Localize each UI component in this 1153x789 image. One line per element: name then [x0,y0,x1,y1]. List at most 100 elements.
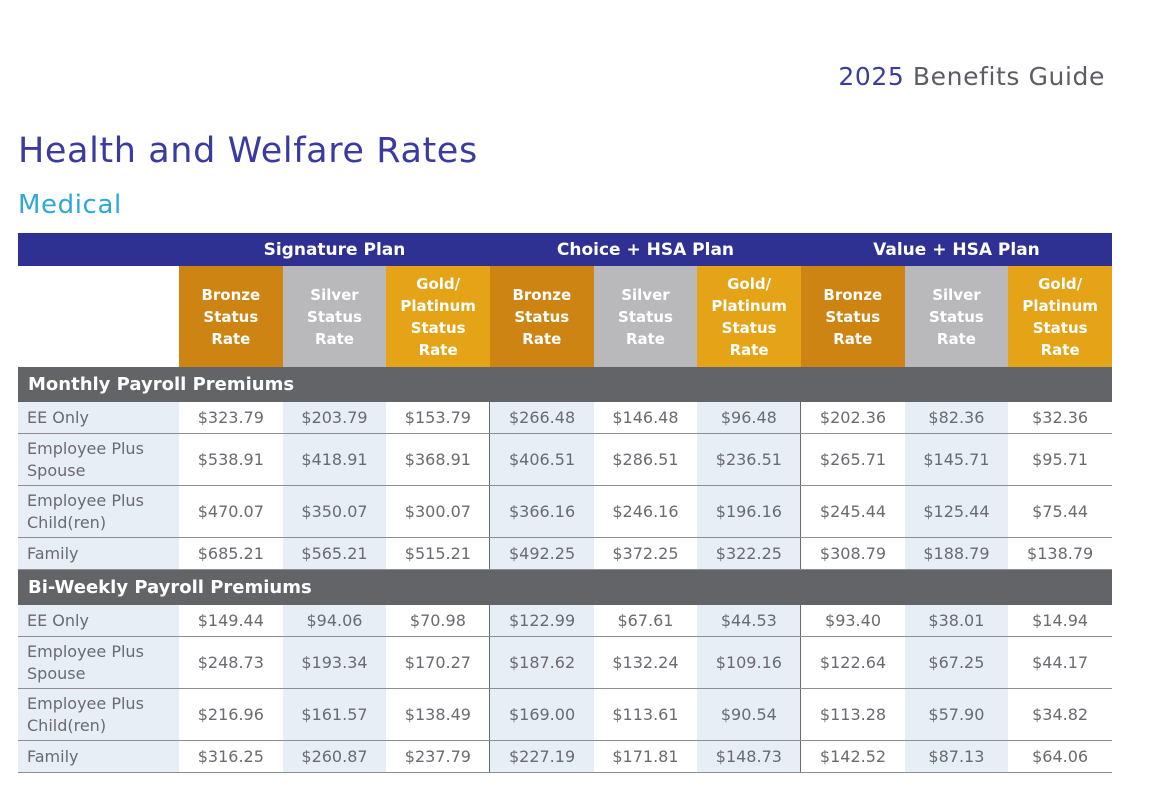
rate-cell: $145.71 [904,433,1009,486]
tier-header-line: Platinum [1022,296,1098,315]
tier-header-line: Rate [833,329,873,348]
section-title: Medical [18,190,122,220]
tier-header-choice-hsa-silver: Silver Status Rate [593,266,698,367]
rate-cell: $32.36 [1008,402,1112,434]
rate-cell: $149.44 [179,605,283,637]
rate-cell: $187.62 [489,636,594,689]
rate-cell: $95.71 [1008,433,1112,486]
tier-header-line: Status [721,318,777,337]
page-title: Health and Welfare Rates [18,131,478,171]
tier-header-line: Platinum [400,296,476,315]
tier-header-line: Status [203,307,259,326]
rate-cell: $236.51 [697,433,801,486]
rate-cell: $492.25 [489,537,594,570]
rate-cell: $90.54 [697,688,801,741]
rate-cell: $322.25 [697,537,801,570]
rate-cell: $538.91 [179,433,283,486]
rate-cell: $82.36 [904,402,1009,434]
tier-header-line: Silver [932,285,981,304]
rate-cell: $366.16 [489,485,594,538]
rate-cell: $93.40 [800,605,905,637]
rate-cell: $350.07 [282,485,387,538]
rate-cell: $170.27 [386,636,490,689]
rate-cell: $171.81 [593,740,698,773]
plan-header-choice-hsa: Choice + HSA Plan [489,233,801,266]
tier-header-line: Rate [314,329,354,348]
rate-cell: $246.16 [593,485,698,538]
rate-cell: $418.91 [282,433,387,486]
tier-header-line: Bronze [512,285,572,304]
rate-cell: $44.53 [697,605,801,637]
rate-cell: $266.48 [489,402,594,434]
rate-cell: $64.06 [1008,740,1112,773]
row-label: EE Only [18,402,179,434]
tier-header-line: Gold/ [1038,274,1083,293]
rate-cell: $260.87 [282,740,387,773]
rate-cell: $132.24 [593,636,698,689]
rate-cell: $113.28 [800,688,905,741]
rate-cell: $308.79 [800,537,905,570]
rate-cell: $202.36 [800,402,905,434]
tier-header-line: Status [928,307,984,326]
row-label: Family [18,740,179,773]
row-label: Employee Plus Child(ren) [18,688,179,741]
table-row: Family $685.21 $565.21 $515.21 $492.25 $372.2… [18,537,1112,570]
rate-cell: $470.07 [179,485,283,538]
tier-header-signature-gold-platinum: Gold/Platinum Status Rate [386,266,490,367]
rate-cell: $372.25 [593,537,698,570]
rate-cell: $34.82 [1008,688,1112,741]
table-row: Family $316.25 $260.87 $237.79 $227.19 $171.8… [18,740,1112,773]
plan-header-row: Signature Plan Choice + HSA Plan Value +… [18,233,1112,266]
rate-cell: $67.61 [593,605,698,637]
table-row: Employee Plus Child(ren) $216.96 $161.57 $1… [18,688,1112,741]
row-label: Family [18,537,179,570]
rate-cell: $122.99 [489,605,594,637]
section-header-label: Monthly Payroll Premiums [18,367,1112,402]
rate-cell: $70.98 [386,605,490,637]
table-row: Employee Plus Spouse $538.91 $418.91 $368.9… [18,433,1112,486]
tier-header-line: Bronze [823,285,883,304]
rate-cell: $368.91 [386,433,490,486]
rate-cell: $57.90 [904,688,1009,741]
tier-header-signature-bronze: Bronze Status Rate [179,266,283,367]
section-header-row: Monthly Payroll Premiums [18,367,1112,402]
plan-header-signature: Signature Plan [179,233,490,266]
rate-cell: $67.25 [904,636,1009,689]
tier-header-value-hsa-bronze: Bronze Status Rate [800,266,905,367]
tier-header-line: Rate [1040,340,1080,359]
rate-cell: $323.79 [179,402,283,434]
rate-cell: $188.79 [904,537,1009,570]
rate-cell: $227.19 [489,740,594,773]
tier-header-line: Silver [621,285,670,304]
tier-header-value-hsa-gold-platinum: Gold/Platinum Status Rate [1008,266,1112,367]
rate-cell: $142.52 [800,740,905,773]
tier-header-value-hsa-silver: Silver Status Rate [904,266,1009,367]
row-label: Employee Plus Spouse [18,433,179,486]
rate-cell: $87.13 [904,740,1009,773]
rate-cell: $265.71 [800,433,905,486]
rate-cell: $14.94 [1008,605,1112,637]
tier-header-line: Status [514,307,570,326]
tier-header-row: Bronze Status Rate Silver Status Rate Gold/Pla… [18,266,1112,367]
tier-header-line: Status [307,307,362,326]
row-label: Employee Plus Child(ren) [18,485,179,538]
rate-cell: $146.48 [593,402,698,434]
tier-header-choice-hsa-bronze: Bronze Status Rate [489,266,594,367]
tier-header-line: Status [825,307,881,326]
tier-header-line: Bronze [201,285,261,304]
rate-cell: $203.79 [282,402,387,434]
guide-label: Benefits Guide [912,62,1105,91]
tier-header-line: Rate [418,340,458,359]
rate-cell: $237.79 [386,740,490,773]
tier-header-line: Status [1032,318,1088,337]
tier-header-line: Status [410,318,466,337]
tier-header-line: Platinum [711,296,787,315]
rate-cell: $286.51 [593,433,698,486]
rate-cell: $153.79 [386,402,490,434]
rate-cell: $138.79 [1008,537,1112,570]
guide-year: 2025 [838,62,905,91]
rate-cell: $565.21 [282,537,387,570]
rate-cell: $148.73 [697,740,801,773]
rate-cell: $515.21 [386,537,490,570]
tier-header-line: Silver [310,285,359,304]
